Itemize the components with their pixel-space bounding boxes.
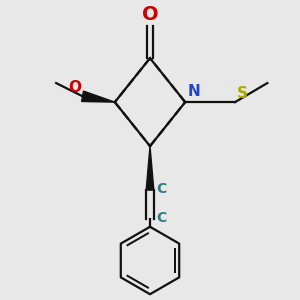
Text: O: O	[142, 5, 158, 24]
Text: O: O	[68, 80, 81, 95]
Polygon shape	[82, 91, 115, 102]
Text: C: C	[157, 182, 167, 196]
Text: N: N	[188, 84, 201, 99]
Text: C: C	[157, 211, 167, 225]
Polygon shape	[146, 146, 154, 190]
Text: S: S	[236, 86, 247, 101]
